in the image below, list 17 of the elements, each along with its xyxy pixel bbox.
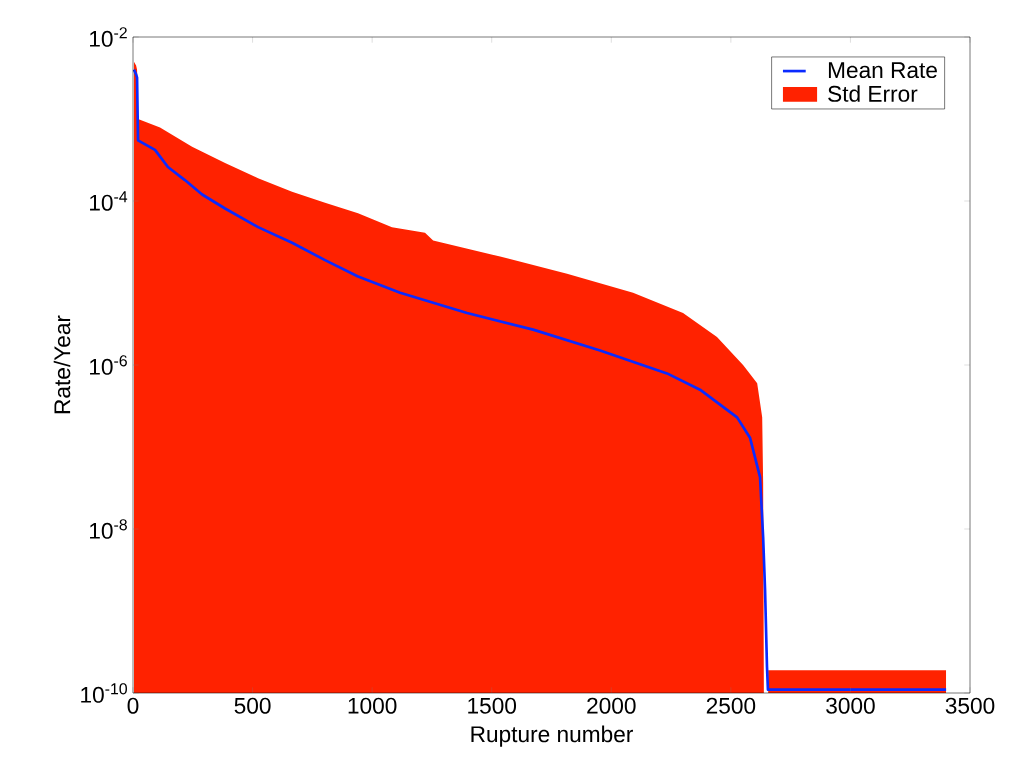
- y-tick-label: 10$^{-8}$: [90, 519, 127, 539]
- x-tick-label: 1500: [468, 697, 517, 714]
- x-tick-label: 3000: [826, 697, 875, 714]
- legend-label: Mean Rate: [828, 62, 937, 79]
- x-tick-label: 2000: [587, 697, 636, 714]
- x-tick-label: 0: [127, 697, 139, 714]
- y-tick-label: 10$^{-6}$: [90, 355, 127, 375]
- x-tick-label: 1000: [348, 697, 397, 714]
- x-tick-label: 2500: [706, 697, 756, 714]
- y-axis-title: Rate/Year: [53, 315, 71, 414]
- y-tick-label: 10$^{-10}$: [81, 683, 127, 703]
- y-tick-label: 10$^{-4}$: [90, 191, 128, 211]
- x-tick-label: 500: [234, 697, 271, 714]
- x-axis-title: Rupture number: [471, 725, 633, 747]
- legend-label: Std Error: [828, 85, 918, 102]
- y-tick-label: 10$^{-2}$: [90, 27, 127, 47]
- x-tick-label: 3500: [945, 697, 995, 714]
